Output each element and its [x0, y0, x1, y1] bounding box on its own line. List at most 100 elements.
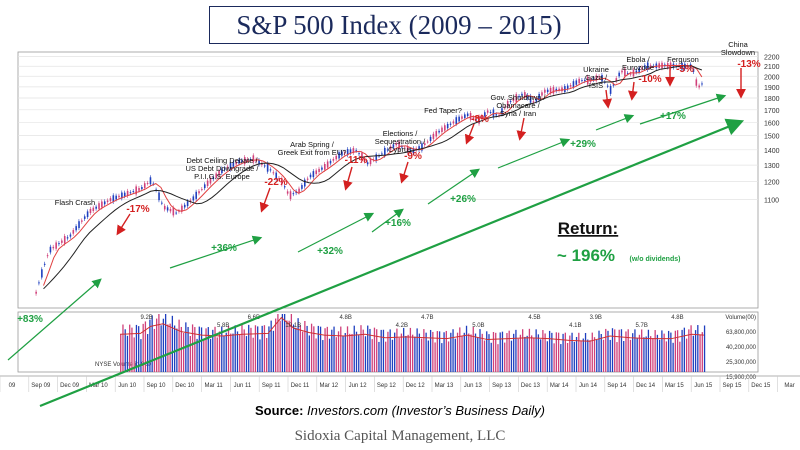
volume-bar [665, 341, 668, 372]
price-candle [223, 168, 226, 170]
volume-bar [167, 324, 169, 372]
price-candle [126, 190, 129, 196]
price-candle [309, 174, 312, 178]
price-candle [641, 67, 643, 70]
x-tick-label: Dec 12 [406, 383, 426, 389]
volume-bar [679, 341, 681, 372]
volume-bar [144, 321, 147, 372]
volume-bar [629, 339, 632, 372]
moving-average-long [43, 65, 703, 290]
price-candle [146, 182, 149, 184]
price-candle [324, 164, 326, 170]
volume-bar [587, 339, 589, 372]
drawdown-arrow [259, 187, 271, 213]
volume-bar [701, 332, 703, 372]
price-candle [103, 201, 106, 205]
return-note: (w/o dividends) [630, 256, 681, 263]
volume-bar [122, 324, 124, 372]
gain-arrow [169, 235, 263, 269]
price-candle [98, 203, 100, 209]
volume-bar [326, 326, 328, 372]
volume-bar [268, 326, 270, 372]
price-candle [195, 191, 197, 199]
price-candle [435, 131, 438, 137]
drawdown-label: -22% [264, 177, 287, 188]
volume-bar [528, 328, 531, 372]
y-tick-label: 1400 [764, 148, 780, 155]
price-candle [112, 195, 115, 202]
source-label: Source: [255, 403, 304, 418]
event-label: Debt Ceiling Debate / US Debt Downgrade /… [186, 156, 260, 181]
volume-peak-label: 5.7B [636, 323, 648, 329]
drawdown-arrow [343, 166, 353, 191]
price-candle [249, 159, 252, 161]
volume-bar [539, 339, 542, 372]
price-candle [121, 192, 123, 199]
price-candle [538, 93, 540, 101]
price-candle [278, 178, 280, 180]
price-candle [312, 171, 315, 178]
y-tick-label: 2200 [764, 55, 780, 62]
volume-bar [607, 330, 609, 372]
price-candle [286, 191, 289, 194]
price-candle [161, 202, 163, 204]
price-candle [283, 186, 286, 188]
price-candle [318, 168, 320, 173]
volume-bar [506, 333, 508, 372]
volume-bar [218, 331, 221, 372]
event-label-line: China [728, 40, 748, 49]
price-candle [461, 116, 463, 119]
price-candle [181, 205, 183, 212]
price-candle [272, 172, 275, 174]
volume-bar [661, 330, 663, 372]
x-tick-label: Mar 12 [319, 383, 338, 389]
volume-peak-label: 10.1B [285, 323, 301, 329]
volume-bar [443, 332, 445, 372]
volume-bar [616, 342, 618, 372]
volume-bar [328, 338, 331, 372]
event-label-line: Eurozone [622, 63, 654, 72]
price-candle [481, 115, 483, 119]
volume-bar [129, 324, 131, 372]
event-label-line: Syria / Iran [500, 109, 536, 118]
drawdown-label: -13% [737, 59, 760, 70]
price-candle [301, 185, 303, 189]
volume-bar [288, 320, 290, 372]
volume-peak-label: 9.2B [140, 315, 152, 321]
volume-bar [634, 329, 636, 372]
price-candle [406, 146, 409, 153]
volume-bar [342, 335, 344, 372]
price-candle [624, 68, 626, 77]
volume-bar [234, 325, 236, 372]
volume-bar [382, 329, 385, 372]
price-candle [186, 201, 189, 207]
price-candle [329, 160, 332, 164]
volume-bar [670, 332, 672, 372]
volume-bar [248, 324, 250, 372]
volume-bar [391, 339, 394, 372]
price-candle [212, 177, 215, 180]
trend-arrow [39, 118, 745, 408]
volume-bar [411, 334, 414, 372]
price-candle [361, 152, 363, 161]
price-candle [469, 113, 472, 120]
volume-bar [530, 335, 533, 372]
price-candle [478, 116, 480, 124]
price-candle [55, 242, 57, 249]
volume-bar [153, 328, 156, 372]
drawdown-arrow [602, 89, 612, 109]
price-candle [646, 62, 649, 70]
volume-bar [292, 324, 295, 372]
y-tick-label: 2100 [764, 64, 780, 71]
event-label-line: Elections / [383, 129, 419, 138]
price-candle [58, 243, 60, 245]
drawdown-arrow [399, 161, 409, 184]
x-tick-label: Jun 12 [349, 383, 368, 389]
volume-bar [562, 333, 564, 372]
price-candle [192, 196, 195, 201]
price-candle [498, 114, 500, 116]
volume-bar [641, 329, 643, 372]
volume-bar [313, 326, 315, 372]
price-candle [63, 235, 66, 244]
price-candle [652, 65, 655, 67]
